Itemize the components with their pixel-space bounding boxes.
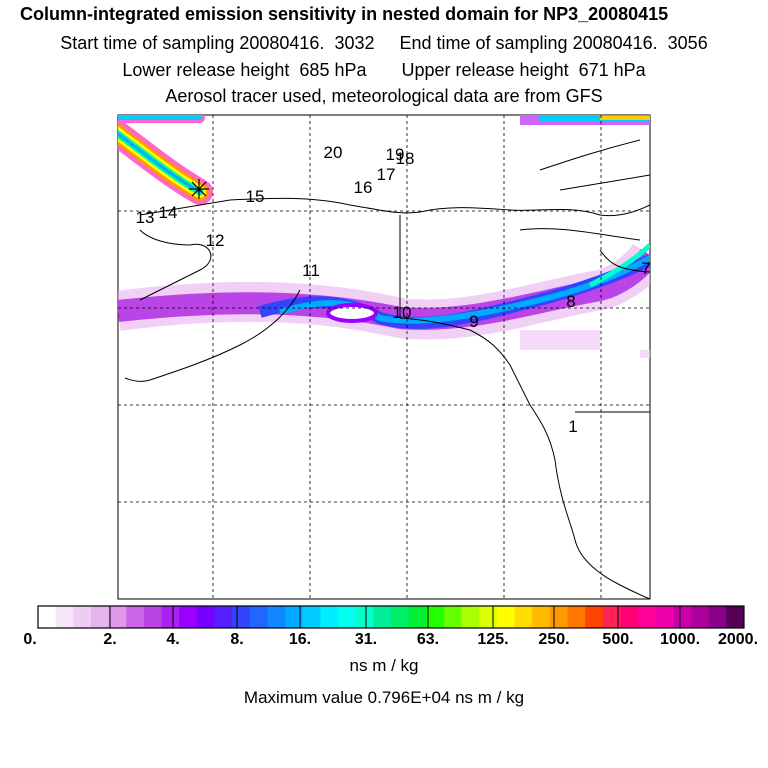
colorbar-cell: [179, 606, 198, 628]
trajectory-label: 1: [568, 417, 577, 436]
colorbar-tick-label: 125.: [477, 631, 509, 648]
maximum-value-text: Maximum value 0.796E+04 ns m / kg: [243, 688, 525, 707]
colorbar-cell: [726, 606, 745, 628]
trajectory-label: 14: [159, 203, 178, 222]
colorbar-cell: [585, 606, 604, 628]
colorbar-cell: [73, 606, 92, 628]
colorbar-cell: [90, 606, 110, 628]
trajectory-label: 13: [136, 208, 155, 227]
colorbar-tick-label: 2000.: [717, 631, 759, 648]
colorbar-cell: [302, 606, 321, 628]
colorbar-tick-label: 16.: [288, 631, 312, 648]
plume-northwest: [118, 115, 213, 205]
colorbar-tick-label: 31.: [354, 631, 378, 648]
colorbar-cell: [232, 606, 251, 628]
colorbar-cell: [373, 606, 392, 628]
trajectory-label: 11: [302, 261, 320, 280]
trajectory-label: 20: [324, 143, 343, 162]
colorbar-cell: [655, 606, 674, 628]
colorbar-cell: [496, 606, 516, 628]
colorbar-cell: [708, 606, 727, 628]
colorbar-cell: [549, 606, 568, 628]
tracer-info-line: Aerosol tracer used, meteorological data…: [165, 86, 603, 106]
colorbar-cell: [638, 606, 657, 628]
colorbar-tick-label: 250.: [538, 631, 570, 648]
colorbar-cell: [620, 606, 639, 628]
release-height-line: Lower release height 685 hPa Upper relea…: [122, 60, 646, 80]
plot-title: Column-integrated emission sensitivity i…: [20, 4, 669, 24]
plume-main-band: [118, 243, 650, 358]
colorbar-cell: [567, 606, 586, 628]
colorbar-cell: [267, 606, 286, 628]
trajectory-label: 10: [393, 303, 412, 322]
colorbar-cell: [602, 606, 621, 628]
trajectory-label: 9: [469, 312, 478, 331]
colorbar-cell: [108, 606, 127, 628]
trajectory-label: 17: [377, 165, 396, 184]
colorbar-tick-label: 2.: [103, 631, 117, 648]
colorbar-cell: [249, 606, 268, 628]
sampling-time-line: Start time of sampling 20080416. 3032 En…: [60, 33, 708, 53]
colorbar-cell: [691, 606, 710, 628]
colorbar-cell: [126, 606, 145, 628]
trajectory-label: 7: [641, 259, 650, 278]
colorbar-cell: [320, 606, 339, 628]
colorbar: [37, 605, 745, 629]
colorbar-cell: [461, 606, 480, 628]
colorbar-cell: [479, 606, 498, 628]
colorbar-cell: [355, 606, 374, 628]
colorbar-cell: [443, 606, 463, 628]
trajectory-label: 19: [386, 145, 405, 164]
colorbar-cell: [143, 606, 163, 628]
colorbar-tick-label: 500.: [602, 631, 634, 648]
colorbar-tick-label: 8.: [230, 631, 244, 648]
colorbar-cell: [161, 606, 180, 628]
coastlines: [124, 139, 650, 599]
colorbar-cell: [214, 606, 233, 628]
colorbar-tick-label: 4.: [166, 631, 180, 648]
trajectory-label: 15: [246, 187, 265, 206]
colorbar-cell: [673, 606, 692, 628]
release-point-star: [189, 179, 209, 199]
colorbar-cell: [338, 606, 357, 628]
trajectory-label: 8: [566, 292, 575, 311]
colorbar-tick-label: 0.: [23, 631, 37, 648]
colorbar-cell: [514, 606, 533, 628]
colorbar-cell: [391, 606, 410, 628]
colorbar-cell: [285, 606, 304, 628]
colorbar-cell: [532, 606, 551, 628]
colorbar-cell: [55, 606, 74, 628]
colorbar-cell: [38, 606, 57, 628]
colorbar-units: ns m / kg: [349, 656, 419, 675]
colorbar-cell: [196, 606, 215, 628]
colorbar-tick-label: 63.: [416, 631, 440, 648]
trajectory-label: 12: [206, 231, 225, 250]
trajectory-label: 18: [396, 149, 415, 168]
trajectory-label: 16: [354, 178, 373, 197]
colorbar-cell: [408, 606, 427, 628]
lat-lon-grid: [118, 115, 650, 599]
colorbar-tick-label: 1000.: [659, 631, 701, 648]
colorbar-cell: [426, 606, 445, 628]
